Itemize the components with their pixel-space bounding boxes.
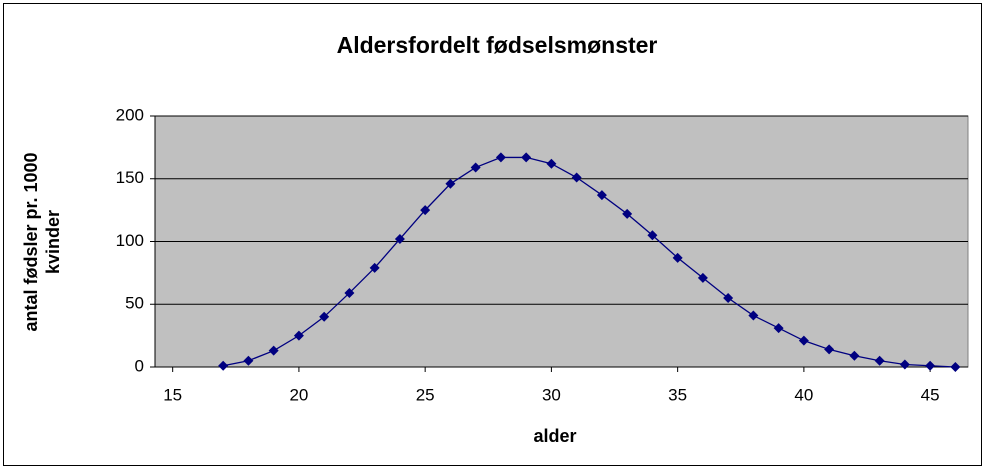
chart-title: Aldersfordelt fødselsmønster xyxy=(337,32,658,58)
data-point xyxy=(798,335,809,346)
data-point xyxy=(773,323,784,334)
data-point xyxy=(243,355,254,366)
data-point xyxy=(748,310,759,321)
data-point xyxy=(218,360,229,371)
data-point xyxy=(571,172,582,183)
data-point xyxy=(470,162,481,173)
x-tick-label: 20 xyxy=(289,385,308,404)
data-point xyxy=(899,359,910,370)
data-point xyxy=(697,272,708,283)
y-tick-label: 0 xyxy=(135,356,144,375)
data-point xyxy=(622,208,633,219)
y-tick-label: 50 xyxy=(125,294,144,313)
data-point xyxy=(647,230,658,241)
y-axis-title: antal fødsler pr. 1000 kvinder xyxy=(21,152,63,331)
data-point xyxy=(293,330,304,341)
x-tick-label: 15 xyxy=(163,385,182,404)
data-point xyxy=(950,362,961,372)
data-point xyxy=(849,350,860,361)
x-tick-label: 25 xyxy=(416,385,435,404)
y-axis-title-line: kvinder xyxy=(43,210,63,274)
y-tick-label: 200 xyxy=(116,105,144,124)
data-point xyxy=(672,252,683,263)
data-point xyxy=(394,233,405,244)
y-axis-title-line: antal fødsler pr. 1000 xyxy=(21,152,41,331)
data-point xyxy=(925,360,936,371)
data-point xyxy=(369,262,380,273)
x-tick-label: 35 xyxy=(668,385,687,404)
data-point xyxy=(420,205,431,216)
x-tick-label: 30 xyxy=(542,385,561,404)
x-tick-label: 45 xyxy=(921,385,940,404)
data-point xyxy=(824,344,835,355)
data-point xyxy=(596,190,607,201)
data-point xyxy=(445,178,456,189)
x-tick-label: 40 xyxy=(794,385,813,404)
y-tick-label: 150 xyxy=(116,168,144,187)
data-line xyxy=(223,156,956,368)
data-point xyxy=(319,311,330,322)
data-point xyxy=(874,355,885,366)
data-point xyxy=(521,152,532,163)
x-axis-title: alder xyxy=(533,426,576,446)
data-point xyxy=(546,158,557,169)
data-point xyxy=(495,152,506,163)
y-tick-label: 100 xyxy=(116,231,144,250)
data-point xyxy=(268,345,279,356)
data-point xyxy=(344,287,355,298)
data-point xyxy=(723,292,734,303)
